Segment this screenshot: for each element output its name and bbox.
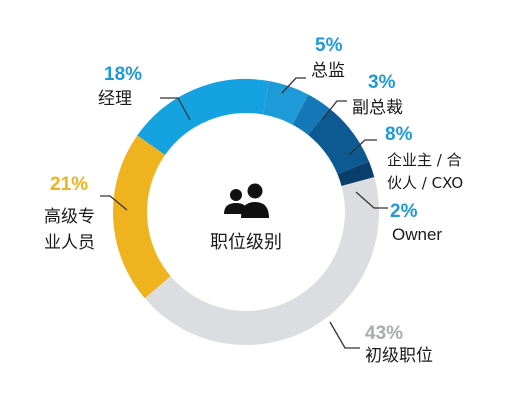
leader-line-manager xyxy=(160,97,191,121)
leader-line-owner-partner-cxo xyxy=(348,139,377,156)
slice-label-manager: 经理 xyxy=(98,89,132,109)
slice-label-owner-partner-cxo-line2: 伙人 / CXO xyxy=(387,174,463,192)
donut-slice-owner xyxy=(337,161,375,187)
donut-slice-senior-professional xyxy=(113,135,171,299)
leader-line-junior xyxy=(329,321,360,349)
slice-pct-vp: 3% xyxy=(368,72,396,93)
donut-ring xyxy=(113,79,379,345)
donut-slice-manager xyxy=(137,79,270,156)
donut-slice-junior xyxy=(144,177,379,345)
slice-pct-manager: 18% xyxy=(104,64,142,85)
slice-label-owner-partner-cxo-line1: 企业主 / 合 xyxy=(387,151,462,169)
users-icon xyxy=(224,183,269,218)
slice-label-owner: Owner xyxy=(392,225,442,244)
slice-pct-director: 5% xyxy=(315,35,343,56)
slice-pct-senior-professional: 21% xyxy=(50,174,88,195)
donut-slice-owner-partner-cxo xyxy=(307,108,369,175)
slice-label-junior: 初级职位 xyxy=(365,346,433,366)
leader-line-senior-professional xyxy=(100,195,128,211)
center-label: 职位级别 xyxy=(210,232,282,253)
leader-line-vp xyxy=(321,100,347,121)
slice-pct-owner: 2% xyxy=(390,201,418,222)
slice-pct-junior: 43% xyxy=(365,323,403,344)
donut-slice-vp xyxy=(292,94,330,136)
slice-label-senior-professional-line2: 业人员 xyxy=(44,233,95,253)
slice-label-director: 总监 xyxy=(311,61,345,81)
slice-pct-owner-partner-cxo: 8% xyxy=(385,124,413,145)
slice-label-senior-professional-line1: 高级专 xyxy=(44,207,95,227)
donut-slice-director xyxy=(262,81,309,125)
slice-label-vp: 副总裁 xyxy=(352,98,403,118)
leader-line-owner xyxy=(355,191,388,209)
leader-line-director xyxy=(281,77,306,94)
